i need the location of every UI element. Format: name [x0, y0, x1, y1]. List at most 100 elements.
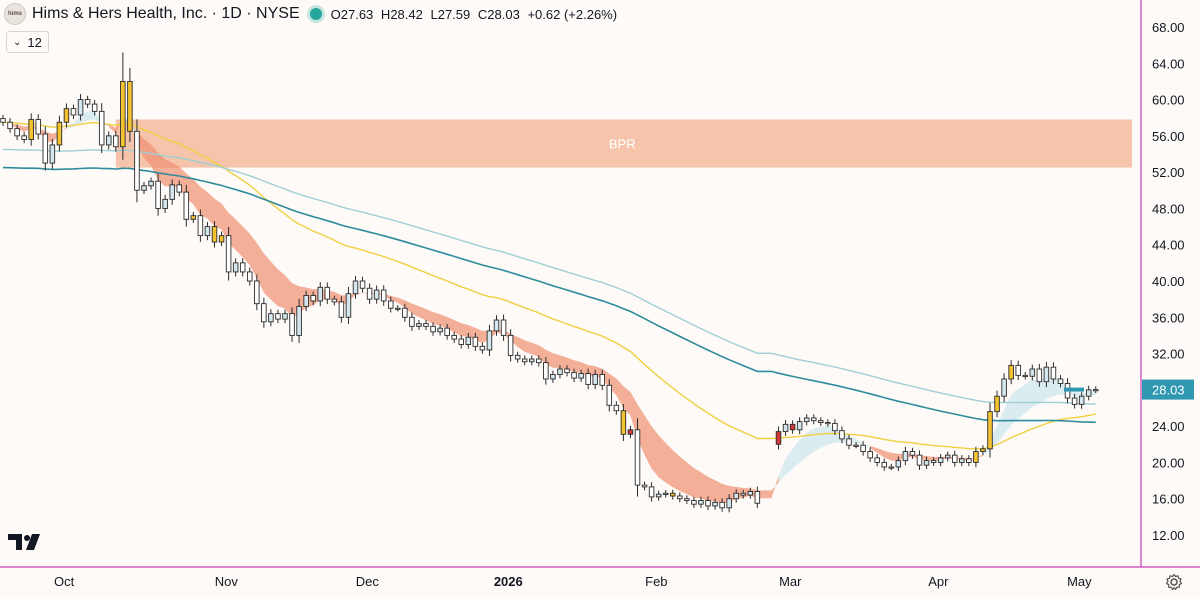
candle — [959, 455, 965, 467]
candle — [853, 442, 859, 449]
candle — [134, 119, 140, 203]
candle — [627, 425, 634, 439]
price-tick-label: 20.00 — [1152, 455, 1185, 470]
candle — [571, 368, 577, 383]
candle — [388, 296, 394, 313]
candle — [402, 303, 408, 322]
bearish-cloud — [10, 123, 67, 143]
change-value: +0.62 (+2.26%) — [527, 6, 618, 22]
time-tick-label: Dec — [356, 574, 380, 589]
candle — [211, 221, 218, 248]
candle — [1022, 372, 1029, 380]
candle — [1043, 361, 1050, 388]
candle — [839, 426, 845, 444]
candle — [514, 351, 521, 363]
candle — [1008, 360, 1014, 385]
candle — [606, 379, 613, 412]
candle — [987, 402, 993, 458]
candle — [529, 355, 535, 366]
low-label: L — [430, 6, 438, 22]
candle — [634, 418, 641, 497]
candle — [662, 489, 669, 498]
candle — [395, 305, 401, 312]
time-tick-label: Nov — [215, 574, 239, 589]
candle — [500, 314, 507, 341]
candle — [874, 454, 880, 467]
candle — [705, 496, 711, 510]
chart-header: hims Hims & Hers Health, Inc. · 1D · NYS… — [4, 3, 617, 25]
candle — [733, 489, 739, 503]
price-tick-label: 40.00 — [1152, 274, 1185, 289]
bpr-zone: BPR — [115, 119, 1133, 168]
candle — [677, 492, 683, 503]
ma-yellow-line — [2, 121, 1096, 450]
candle — [648, 482, 655, 502]
candles — [0, 52, 1099, 513]
candle — [811, 414, 817, 425]
candle — [148, 177, 154, 190]
candle — [338, 296, 345, 323]
candle — [77, 94, 84, 121]
candle — [275, 309, 281, 324]
candle — [888, 463, 895, 471]
candle — [712, 498, 718, 510]
candle — [578, 369, 584, 382]
candle — [98, 103, 105, 154]
candle — [416, 320, 422, 330]
candle — [994, 390, 1000, 418]
time-tick-label: Mar — [779, 574, 802, 589]
bpr-zone-label: BPR — [609, 137, 636, 152]
candle — [127, 67, 133, 142]
candle — [254, 274, 260, 311]
price-tick-label: 44.00 — [1152, 238, 1185, 253]
candle — [225, 227, 232, 281]
candle — [832, 419, 838, 435]
candle — [155, 173, 161, 216]
candle — [909, 447, 916, 459]
price-tick-label: 52.00 — [1152, 165, 1185, 180]
gear-icon[interactable] — [1163, 571, 1185, 593]
candle — [684, 495, 690, 504]
candle — [592, 369, 598, 390]
candle — [895, 456, 902, 472]
high-label: H — [380, 6, 391, 22]
candle — [451, 331, 457, 343]
open-value: 27.63 — [340, 6, 374, 22]
candle — [719, 498, 725, 512]
candle — [585, 368, 591, 390]
candle — [42, 126, 49, 171]
indicators-toggle[interactable]: ⌄ 12 — [6, 31, 49, 53]
price-tick-label: 64.00 — [1152, 56, 1185, 71]
candle — [867, 447, 873, 463]
time-tick-label: Apr — [928, 574, 949, 589]
close-value: 28.03 — [487, 6, 520, 22]
candle — [176, 180, 182, 197]
time-tick-label: May — [1067, 574, 1092, 589]
candle — [197, 209, 204, 242]
candle — [91, 99, 98, 116]
price-tick-label: 24.00 — [1152, 419, 1185, 434]
chart-title[interactable]: Hims & Hers Health, Inc. · 1D · NYSE — [32, 5, 300, 22]
candle — [1015, 360, 1021, 381]
candle — [0, 114, 6, 126]
bullish-cloud — [982, 375, 1096, 457]
candle — [331, 295, 338, 306]
candle — [380, 285, 387, 306]
candle — [35, 114, 42, 140]
candle — [846, 434, 852, 450]
candle — [437, 324, 443, 336]
ma-light-line — [2, 148, 1096, 405]
candle — [860, 441, 866, 456]
candle — [740, 489, 747, 499]
candle — [670, 489, 676, 500]
bearish-cloud — [108, 116, 123, 134]
market-status-dot — [309, 8, 322, 20]
time-tick-label: Oct — [54, 574, 75, 589]
candle — [937, 454, 944, 467]
candle — [268, 309, 274, 327]
candle — [282, 309, 288, 324]
tradingview-logo-icon[interactable] — [8, 532, 44, 552]
candle — [465, 332, 472, 349]
